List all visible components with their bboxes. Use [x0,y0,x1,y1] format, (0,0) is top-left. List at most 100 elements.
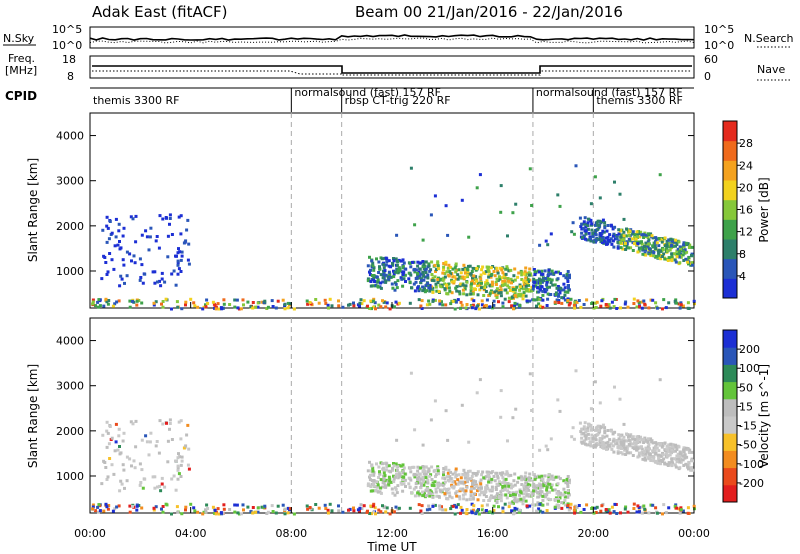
velocity-pixel [577,504,581,507]
velocity-pixel [634,444,638,448]
power-pixel [442,268,445,272]
power-pixel [214,307,218,311]
power-pixel [461,283,465,287]
velocity-pixel [430,483,434,487]
velocity-pixel [541,481,545,485]
velocity-pixel [679,506,683,510]
velocity-pixel [521,502,525,506]
power-pixel [558,204,562,208]
velocity-pixel [546,448,550,452]
power-pixel [421,260,425,263]
power-pixel [635,305,639,309]
velocity-pixel [175,505,179,509]
velocity-pixel [118,489,122,493]
power-pixel [615,307,619,310]
velocity-pixel [266,510,270,514]
velocity-pixel [518,488,522,492]
velocity-pixel [487,480,491,484]
power-pixel [686,301,690,305]
velocity-pixel [615,442,619,446]
velocity-pixel [507,491,511,494]
velocity-pixel [239,512,243,516]
velocity-pixel [138,483,142,487]
velocity-pixel [172,474,176,478]
velocity-pixel [177,452,180,456]
velocity-pixel [636,455,640,459]
power-pixel [213,306,217,310]
colorbar-swatch [723,180,737,201]
velocity-pixel [502,479,506,483]
velocity-pixel [460,508,464,512]
velocity-pixel [180,512,184,516]
power-pixel [484,283,488,287]
velocity-pixel [366,509,369,513]
velocity-pixel [682,450,686,454]
power-pixel [675,255,679,259]
colorbar-swatch [723,381,737,400]
velocity-pixel [690,466,694,470]
velocity-pixel [511,500,515,504]
power-pixel [492,303,496,307]
velocity-pixel [557,506,561,510]
velocity-pixel [574,369,578,373]
power-pixel [372,268,376,272]
power-pixel [520,273,524,277]
power-pixel [104,297,108,301]
power-pixel [573,306,577,310]
velocity-pixel [673,457,677,461]
velocity-pixel [330,509,334,513]
power-pixel [186,258,190,262]
velocity-pixel [689,468,693,472]
power-pixel [452,275,456,279]
power-pixel [445,270,449,274]
power-pixel [566,297,570,301]
power-pixel [189,297,193,301]
velocity-pixel [388,479,392,483]
power-pixel [632,302,636,305]
velocity-pixel [444,465,448,469]
power-pixel [683,251,687,255]
power-pixel [514,202,518,206]
velocity-pixel [222,507,226,511]
velocity-pixel [537,475,541,479]
nave-tick-bottom: 0 [704,70,711,83]
power-pixel [584,237,587,241]
power-pixel [461,267,465,271]
power-pixel [501,280,505,283]
velocity-pixel [647,455,651,459]
velocity-pixel [379,491,383,495]
velocity-pixel [601,423,605,427]
power-pixel [619,246,623,250]
power-pixel [384,305,388,309]
velocity-pixel [547,473,551,477]
power-pixel [647,242,651,246]
velocity-pixel [604,441,608,445]
power-pixel [119,274,123,278]
velocity-pixel [451,480,455,484]
power-pixel [566,270,570,273]
power-pixel [474,275,478,279]
velocity-pixel [131,504,134,508]
velocity-pixel [371,510,375,514]
velocity-pixel [547,475,551,479]
power-pixel [535,304,538,308]
velocity-pixel [116,448,120,452]
velocity-pixel [434,473,438,477]
velocity-pixel [461,472,465,476]
power-pixel [113,244,117,248]
velocity-pixel [428,491,432,495]
power-pixel [511,288,515,291]
power-pixel [498,266,502,270]
power-pixel [566,277,570,281]
power-pixel [392,272,396,276]
power-pixel [177,215,181,219]
velocity-pixel [428,488,432,492]
velocity-pixel [185,433,189,437]
power-pixel [580,222,584,226]
velocity-pixel [543,495,547,499]
velocity-pixel [509,482,513,486]
velocity-pixel [659,458,663,462]
power-pixel [426,276,430,280]
power-pixel [160,277,164,281]
power-pixel [654,241,658,245]
